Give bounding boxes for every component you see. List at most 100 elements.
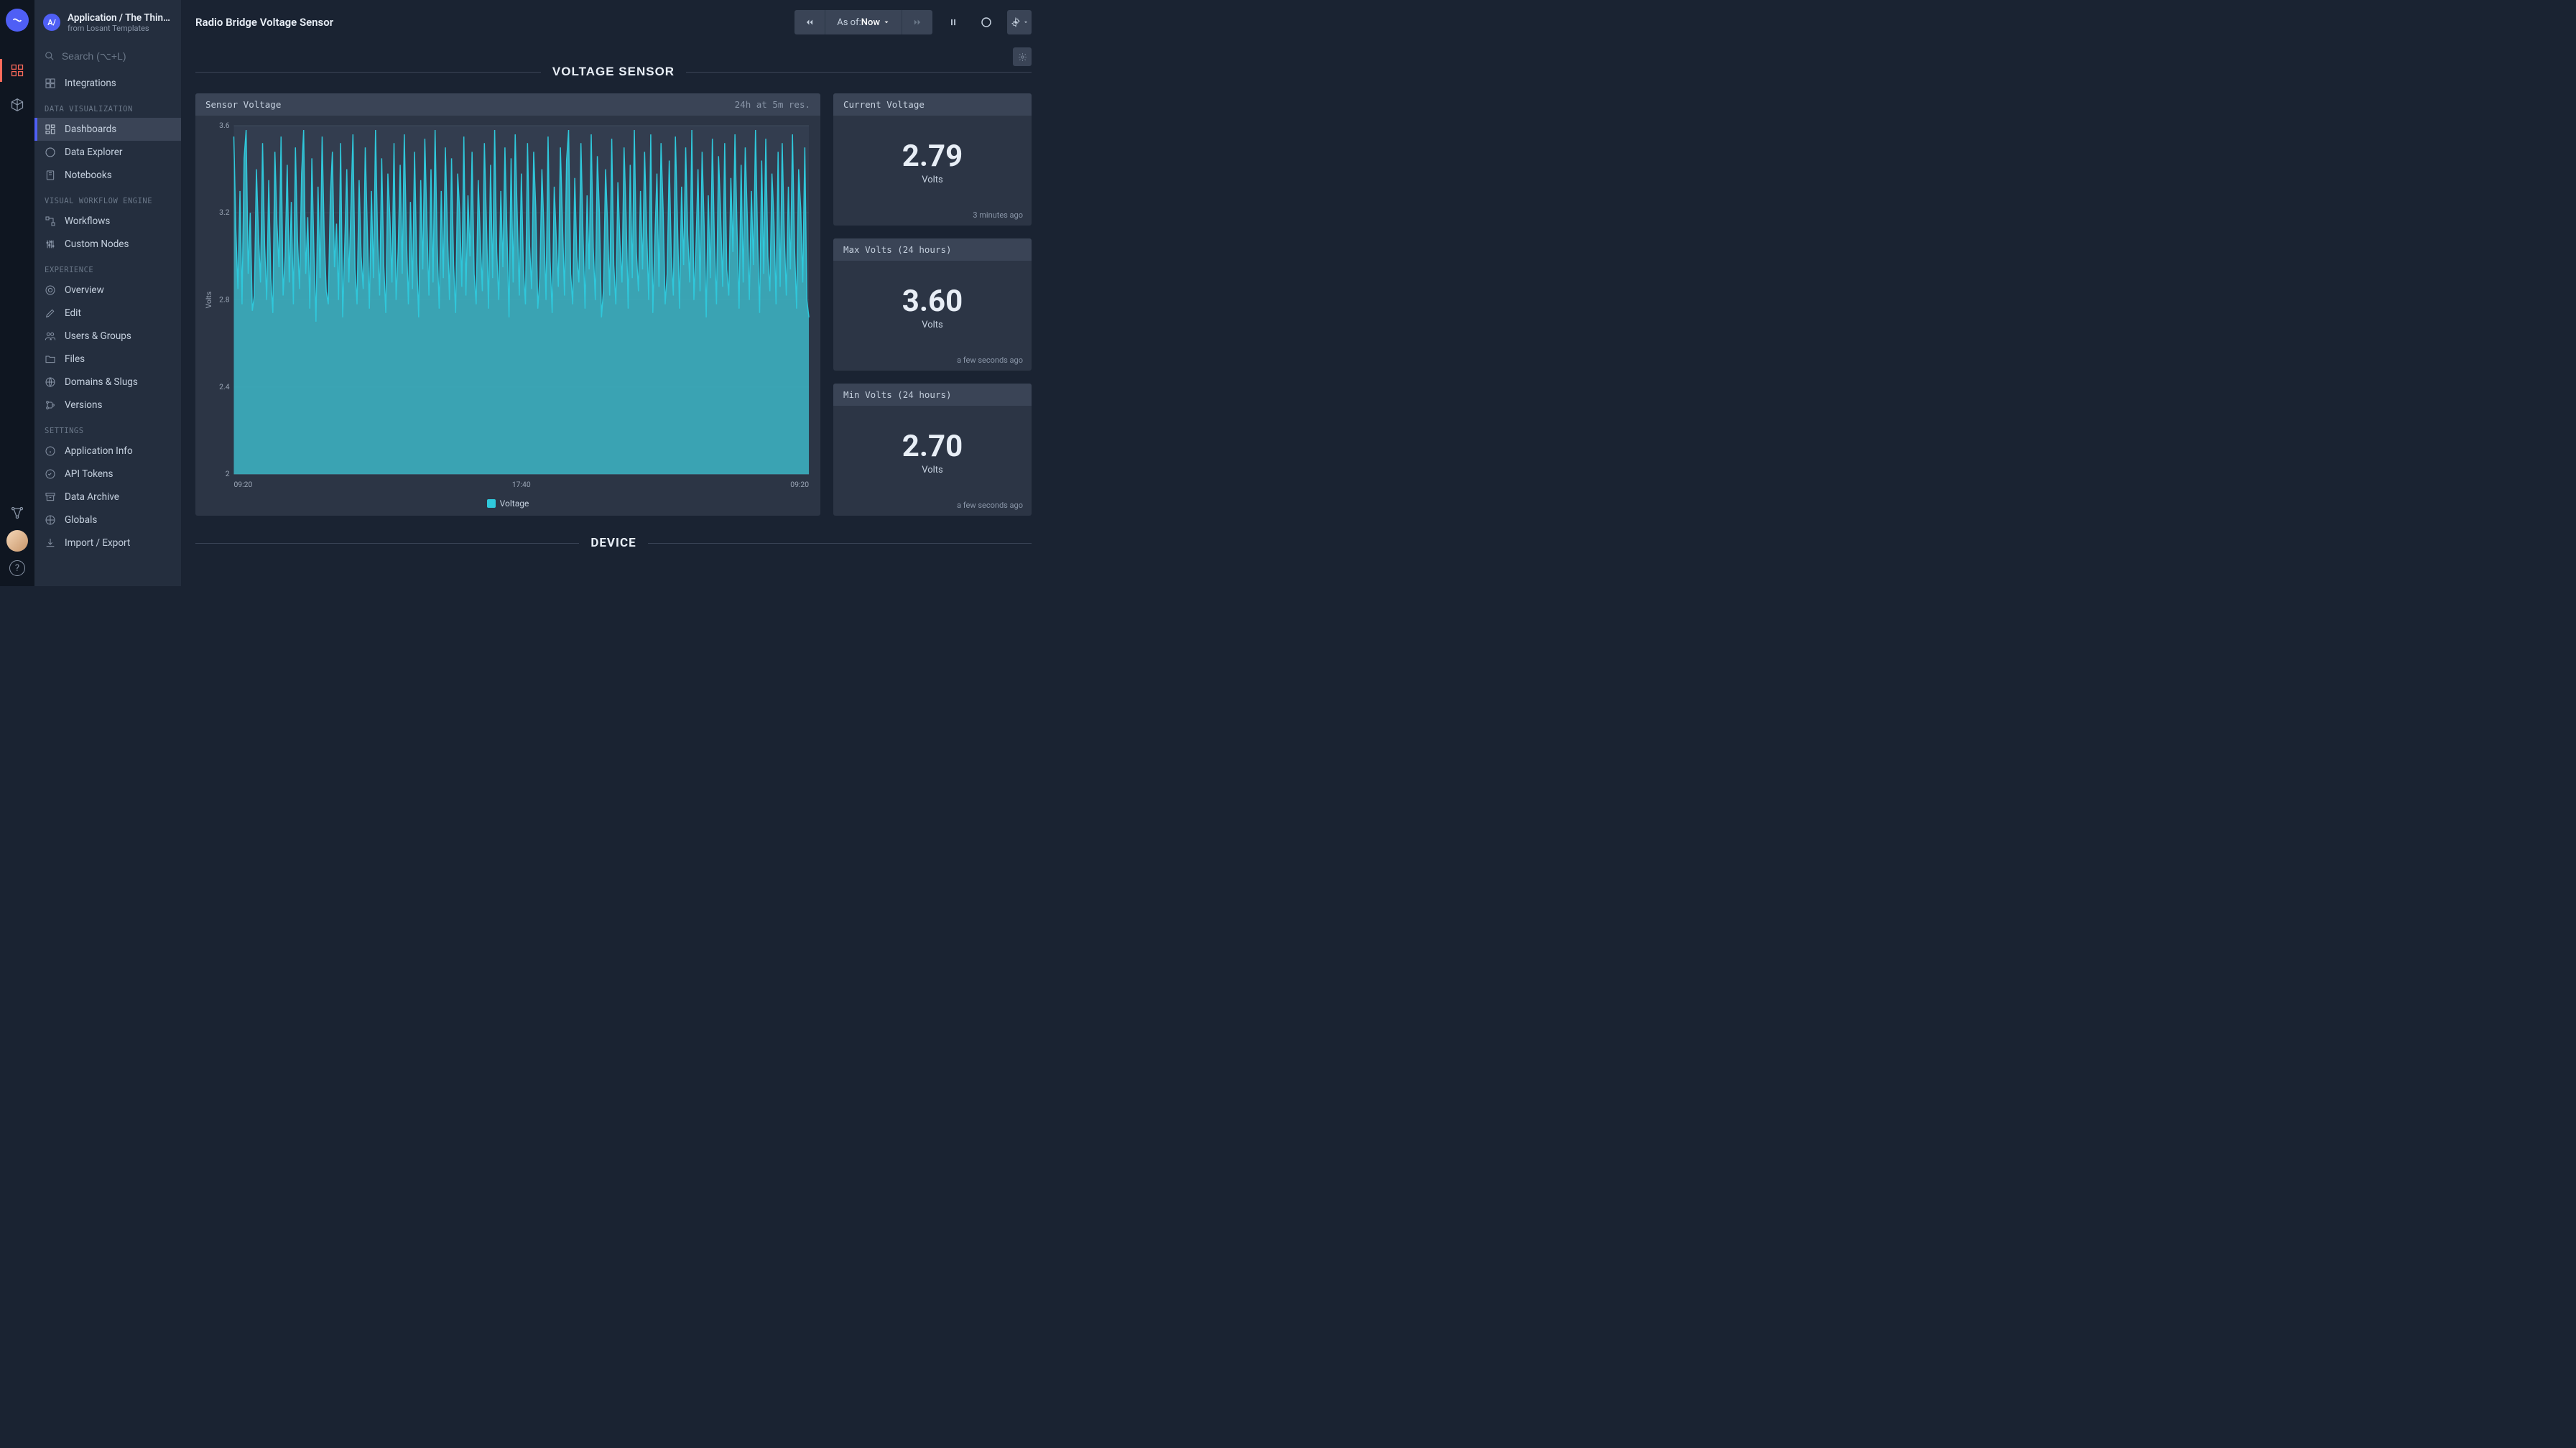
svg-text:09:20: 09:20 (790, 480, 809, 489)
rail-dashboard-icon[interactable] (0, 53, 34, 88)
nav-data-explorer[interactable]: Data Explorer (34, 141, 181, 164)
svg-text:2.8: 2.8 (219, 295, 230, 305)
kpi-value: 2.79 (902, 141, 963, 172)
kpi-panel: Min Volts (24 hours) 2.70 Volts a few se… (833, 384, 1032, 516)
panel-gear-icon[interactable] (1013, 47, 1032, 66)
nav-label: Domains & Slugs (65, 376, 138, 388)
kpi-column: Current Voltage 2.79 Volts 3 minutes ago… (833, 93, 1032, 516)
kpi-value: 3.60 (902, 287, 963, 317)
topbar: Radio Bridge Voltage Sensor As of: Now (181, 0, 1046, 45)
nav-label: Data Explorer (65, 147, 122, 158)
kpi-unit: Volts (922, 465, 943, 475)
sidebar-header[interactable]: A/ Application / The Thin… from Losant T… (34, 0, 181, 45)
brand-logo[interactable] (6, 9, 29, 32)
chart-legend: Voltage (195, 494, 820, 516)
section-title: VOLTAGE SENSOR (552, 65, 675, 79)
nav-integrations[interactable]: Integrations (34, 72, 181, 95)
edit-icon (45, 307, 56, 319)
section-data-viz: DATA VISUALIZATION (34, 95, 181, 118)
section-settings: SETTINGS (34, 417, 181, 440)
nav-users-groups[interactable]: Users & Groups (34, 325, 181, 348)
nav-label: Application Info (65, 445, 133, 457)
kpi-panel: Current Voltage 2.79 Volts 3 minutes ago (833, 93, 1032, 226)
svg-text:Volts: Volts (204, 292, 213, 309)
globe-icon (45, 376, 56, 388)
dashboards-icon (45, 124, 56, 135)
refresh-icon[interactable] (974, 10, 999, 34)
nav-label: Data Archive (65, 491, 119, 503)
custom-nodes-icon (45, 238, 56, 250)
nav-files[interactable]: Files (34, 348, 181, 371)
svg-text:2: 2 (226, 469, 230, 478)
settings-dropdown[interactable] (1007, 10, 1032, 34)
svg-text:2.4: 2.4 (219, 382, 230, 391)
nav-label: Files (65, 353, 85, 365)
kpi-title: Min Volts (24 hours) (843, 389, 952, 400)
device-section-header: DEVICE (195, 536, 1032, 550)
nav-domains-slugs[interactable]: Domains & Slugs (34, 371, 181, 394)
pause-button[interactable] (941, 10, 965, 34)
info-icon (45, 445, 56, 457)
app-badge: A/ (43, 14, 60, 31)
main: Radio Bridge Voltage Sensor As of: Now (181, 0, 1046, 586)
chart-panel: Sensor Voltage 24h at 5m res. 22.42.83.2… (195, 93, 820, 516)
search-icon (45, 50, 55, 62)
nav-label: Edit (65, 307, 81, 319)
time-control: As of: Now (794, 10, 932, 34)
globals-icon (45, 514, 56, 526)
kpi-value: 2.70 (902, 432, 963, 462)
icon-rail: ? (0, 0, 34, 586)
sidebar-search (34, 45, 181, 72)
kpi-panel: Max Volts (24 hours) 3.60 Volts a few se… (833, 238, 1032, 371)
rail-package-icon[interactable] (0, 88, 34, 122)
nav-label: Notebooks (65, 170, 112, 181)
kpi-title: Max Volts (24 hours) (843, 244, 952, 255)
integrations-icon (45, 78, 56, 89)
nav-custom-nodes[interactable]: Custom Nodes (34, 233, 181, 256)
nav-notebooks[interactable]: Notebooks (34, 164, 181, 187)
svg-text:3.6: 3.6 (219, 121, 230, 130)
nav-label: Custom Nodes (65, 238, 129, 250)
time-next-button[interactable] (902, 10, 932, 34)
nav-label: API Tokens (65, 468, 113, 480)
archive-icon (45, 491, 56, 503)
nav-globals[interactable]: Globals (34, 509, 181, 532)
nav-app-info[interactable]: Application Info (34, 440, 181, 463)
nav-label: Users & Groups (65, 330, 131, 342)
nav-data-archive[interactable]: Data Archive (34, 486, 181, 509)
nav-versions[interactable]: Versions (34, 394, 181, 417)
nav-label: Workflows (65, 215, 110, 227)
nav-api-tokens[interactable]: API Tokens (34, 463, 181, 486)
nav-workflows[interactable]: Workflows (34, 210, 181, 233)
nav-label: Globals (65, 514, 97, 526)
app-title: Application / The Thin… (68, 12, 170, 24)
kpi-timestamp: a few seconds ago (833, 356, 1032, 371)
nav-label: Import / Export (65, 537, 130, 549)
rail-network-icon[interactable] (0, 496, 34, 530)
help-icon[interactable]: ? (9, 560, 25, 576)
legend-label: Voltage (500, 498, 529, 509)
files-icon (45, 353, 56, 365)
section-header: VOLTAGE SENSOR (195, 65, 1032, 79)
time-picker[interactable]: As of: Now (825, 10, 902, 34)
nav-edit[interactable]: Edit (34, 302, 181, 325)
nav-dashboards[interactable]: Dashboards (34, 118, 181, 141)
sidebar: A/ Application / The Thin… from Losant T… (34, 0, 181, 586)
nav-label: Integrations (65, 78, 116, 89)
nav-label: Dashboards (65, 124, 116, 135)
user-avatar[interactable] (6, 530, 28, 552)
app-subtitle: from Losant Templates (68, 24, 170, 33)
versions-icon (45, 399, 56, 411)
time-value: Now (861, 17, 880, 28)
time-prev-button[interactable] (794, 10, 825, 34)
content-area: VOLTAGE SENSOR Sensor Voltage 24h at 5m … (181, 45, 1046, 586)
import-export-icon (45, 537, 56, 549)
nav-import-export[interactable]: Import / Export (34, 532, 181, 554)
nav-label: Overview (65, 284, 104, 296)
kpi-timestamp: a few seconds ago (833, 501, 1032, 516)
search-input[interactable] (62, 50, 171, 62)
device-title: DEVICE (590, 536, 636, 550)
notebooks-icon (45, 170, 56, 181)
nav-overview[interactable]: Overview (34, 279, 181, 302)
voltage-chart: 22.42.83.23.6Volts09:2017:4009:20 (203, 121, 813, 491)
